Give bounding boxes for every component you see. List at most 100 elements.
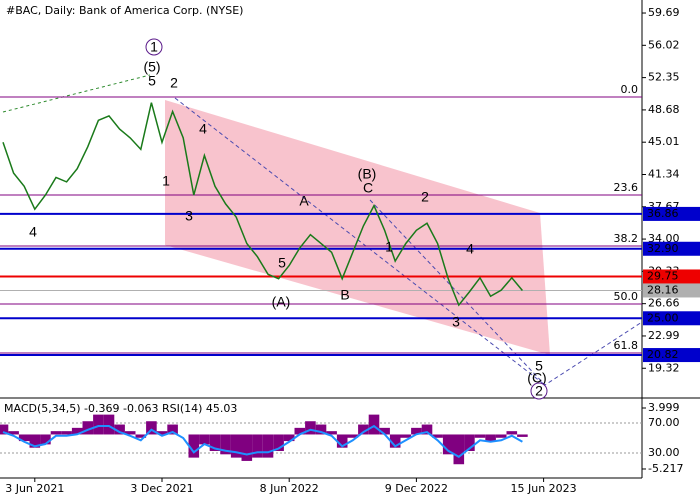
y-tick-label: 52.35 xyxy=(648,71,680,84)
macd-bar xyxy=(442,434,454,455)
wave-line xyxy=(2,74,151,113)
wave-circle xyxy=(530,382,548,400)
y-tick-label: 59.69 xyxy=(648,6,680,19)
macd-bar xyxy=(93,414,104,435)
macd-bar xyxy=(294,427,306,435)
y-tick-label: 22.99 xyxy=(648,329,680,342)
x-tick-label: 3 Jun 2021 xyxy=(5,482,64,495)
macd-bar xyxy=(124,431,136,435)
macd-bar xyxy=(400,434,412,438)
fib-label: 23.6 xyxy=(614,181,639,194)
x-tick-label: 8 Jun 2022 xyxy=(260,482,319,495)
wave-label: (C) xyxy=(527,370,546,386)
level-tag xyxy=(643,241,700,256)
level-tag xyxy=(643,206,700,221)
wave-label: 2 xyxy=(535,383,543,399)
y-tick-label: 30.00 xyxy=(648,446,680,459)
macd-bar xyxy=(411,427,422,435)
macd-bar xyxy=(50,431,62,435)
level-label: 25.00 xyxy=(647,311,679,324)
wave-label: 1 xyxy=(150,39,158,55)
macd-bar xyxy=(167,424,178,435)
fib-label: 61.8 xyxy=(614,339,639,352)
chart-title: #BAC, Daily: Bank of America Corp. (NYSE… xyxy=(6,4,243,17)
wave-label: 4 xyxy=(29,224,37,240)
macd-bar xyxy=(358,424,369,435)
macd-bar xyxy=(495,434,507,438)
macd-bar xyxy=(230,434,242,458)
wave-label: 1 xyxy=(385,239,393,255)
wave-label: 5 xyxy=(535,358,543,374)
macd-bar xyxy=(421,424,433,435)
macd-bar xyxy=(379,427,390,435)
y-tick-label: 45.01 xyxy=(648,135,680,148)
macd-bar xyxy=(347,434,359,438)
macd-bar xyxy=(432,434,443,438)
x-tick-label: 3 Dec 2021 xyxy=(130,482,193,495)
macd-bar xyxy=(188,434,200,458)
macd-bar xyxy=(273,434,284,452)
wave-label: 5 xyxy=(278,255,286,271)
level-label: 28.16 xyxy=(647,283,679,296)
macd-bar xyxy=(156,431,168,435)
macd-bar xyxy=(283,434,295,442)
macd-bar xyxy=(209,434,221,452)
macd-bar xyxy=(389,434,401,448)
macd-bar xyxy=(114,424,125,435)
macd-bar xyxy=(71,427,83,435)
macd-bar xyxy=(326,431,337,435)
macd-bar xyxy=(336,434,348,448)
y-tick-label: 56.02 xyxy=(648,38,680,51)
macd-bar xyxy=(40,434,51,445)
level-tag xyxy=(643,283,700,298)
macd-bar xyxy=(368,414,380,435)
macd-bar xyxy=(220,434,231,455)
fib-label: 38.2 xyxy=(614,232,639,245)
wave-label: 3 xyxy=(452,314,460,330)
y-tick-label: -5.217 xyxy=(648,462,683,475)
macd-bar xyxy=(103,414,115,435)
y-tick-label: 48.68 xyxy=(648,103,680,116)
wave-label: 2 xyxy=(421,189,429,205)
level-label: 20.82 xyxy=(647,348,679,361)
y-tick-label: 41.34 xyxy=(648,167,680,180)
macd-bar xyxy=(146,421,157,435)
wave-line xyxy=(174,97,546,386)
macd-bar xyxy=(0,424,9,435)
macd-bar xyxy=(18,434,30,442)
wave-label: A xyxy=(299,193,309,209)
wave-label: 3 xyxy=(185,208,193,224)
level-label: 36.86 xyxy=(647,207,679,220)
macd-bar xyxy=(29,434,41,448)
macd-bar xyxy=(252,434,263,458)
y-tick-label: 70.00 xyxy=(648,416,680,429)
macd-bar xyxy=(262,434,274,458)
y-tick-label: 3.999 xyxy=(648,401,680,414)
macd-bar xyxy=(61,431,72,435)
macd-bar xyxy=(315,424,327,435)
wave-label: B xyxy=(340,287,349,303)
level-label: 29.75 xyxy=(647,269,679,282)
indicator-title: MACD(5,34,5) -0.369 -0.063 RSI(14) 45.03 xyxy=(4,402,237,415)
level-tag xyxy=(643,348,700,363)
wave-label: 2 xyxy=(170,75,178,91)
macd-bar xyxy=(8,431,19,435)
y-tick-label: 19.32 xyxy=(648,361,680,374)
wave-label: 5 xyxy=(148,73,156,89)
wave-circle xyxy=(145,38,163,56)
macd-bar xyxy=(305,421,316,435)
macd-bar xyxy=(241,434,253,461)
macd-bar xyxy=(474,434,486,438)
level-label: 32.90 xyxy=(647,242,679,255)
macd-bar xyxy=(506,431,518,435)
wave-label: (5) xyxy=(143,59,160,75)
price-line xyxy=(2,102,523,307)
rsi-line xyxy=(2,424,523,458)
wave-label: 1 xyxy=(162,173,170,189)
x-tick-label: 15 Jun 2023 xyxy=(511,482,577,495)
wave-label: C xyxy=(363,180,373,196)
x-tick-label: 9 Dec 2022 xyxy=(385,482,448,495)
y-tick-label: 26.66 xyxy=(648,297,680,310)
macd-bar xyxy=(199,434,210,445)
